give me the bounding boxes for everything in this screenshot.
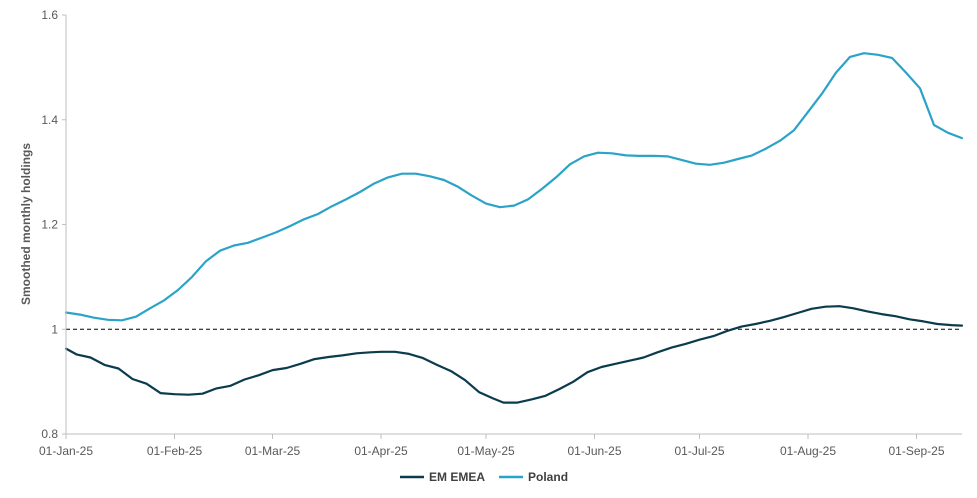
legend-item-em-emea: EM EMEA: [400, 470, 485, 484]
x-axis-ticks: 01-Jan-25 01-Feb-25 01-Mar-25 01-Apr-25 01-M…: [39, 434, 945, 458]
x-tick-label: 01-Sep-25: [888, 444, 944, 458]
x-tick-label: 01-Apr-25: [354, 444, 408, 458]
x-tick-label: 01-May-25: [457, 444, 515, 458]
y-tick-label: 1.4: [41, 113, 58, 127]
x-tick-label: 01-Jan-25: [39, 444, 93, 458]
x-tick-label: 01-Mar-25: [245, 444, 301, 458]
x-tick-label: 01-Feb-25: [147, 444, 203, 458]
axes-layer: [65, 15, 962, 435]
y-tick-label: 1.2: [41, 218, 58, 232]
legend-label: Poland: [528, 470, 568, 484]
y-tick-label: 1.6: [41, 8, 58, 22]
x-tick-label: 01-Jun-25: [567, 444, 621, 458]
legend-label: EM EMEA: [429, 470, 485, 484]
y-axis-ticks: 0.8 1 1.2 1.4 1.6: [41, 8, 66, 441]
legend-item-poland: Poland: [499, 470, 568, 484]
series-layer: [64, 52, 964, 404]
legend: EM EMEA Poland: [400, 470, 568, 484]
x-tick-label: 01-Jul-25: [674, 444, 724, 458]
y-axis-title: Smoothed monthly holdings: [19, 143, 33, 305]
series-line-poland: [64, 52, 964, 322]
x-tick-label: 01-Aug-25: [780, 444, 836, 458]
series-line-em-emea: [64, 305, 964, 404]
y-tick-label: 0.8: [41, 427, 58, 441]
y-tick-label: 1: [51, 322, 58, 336]
